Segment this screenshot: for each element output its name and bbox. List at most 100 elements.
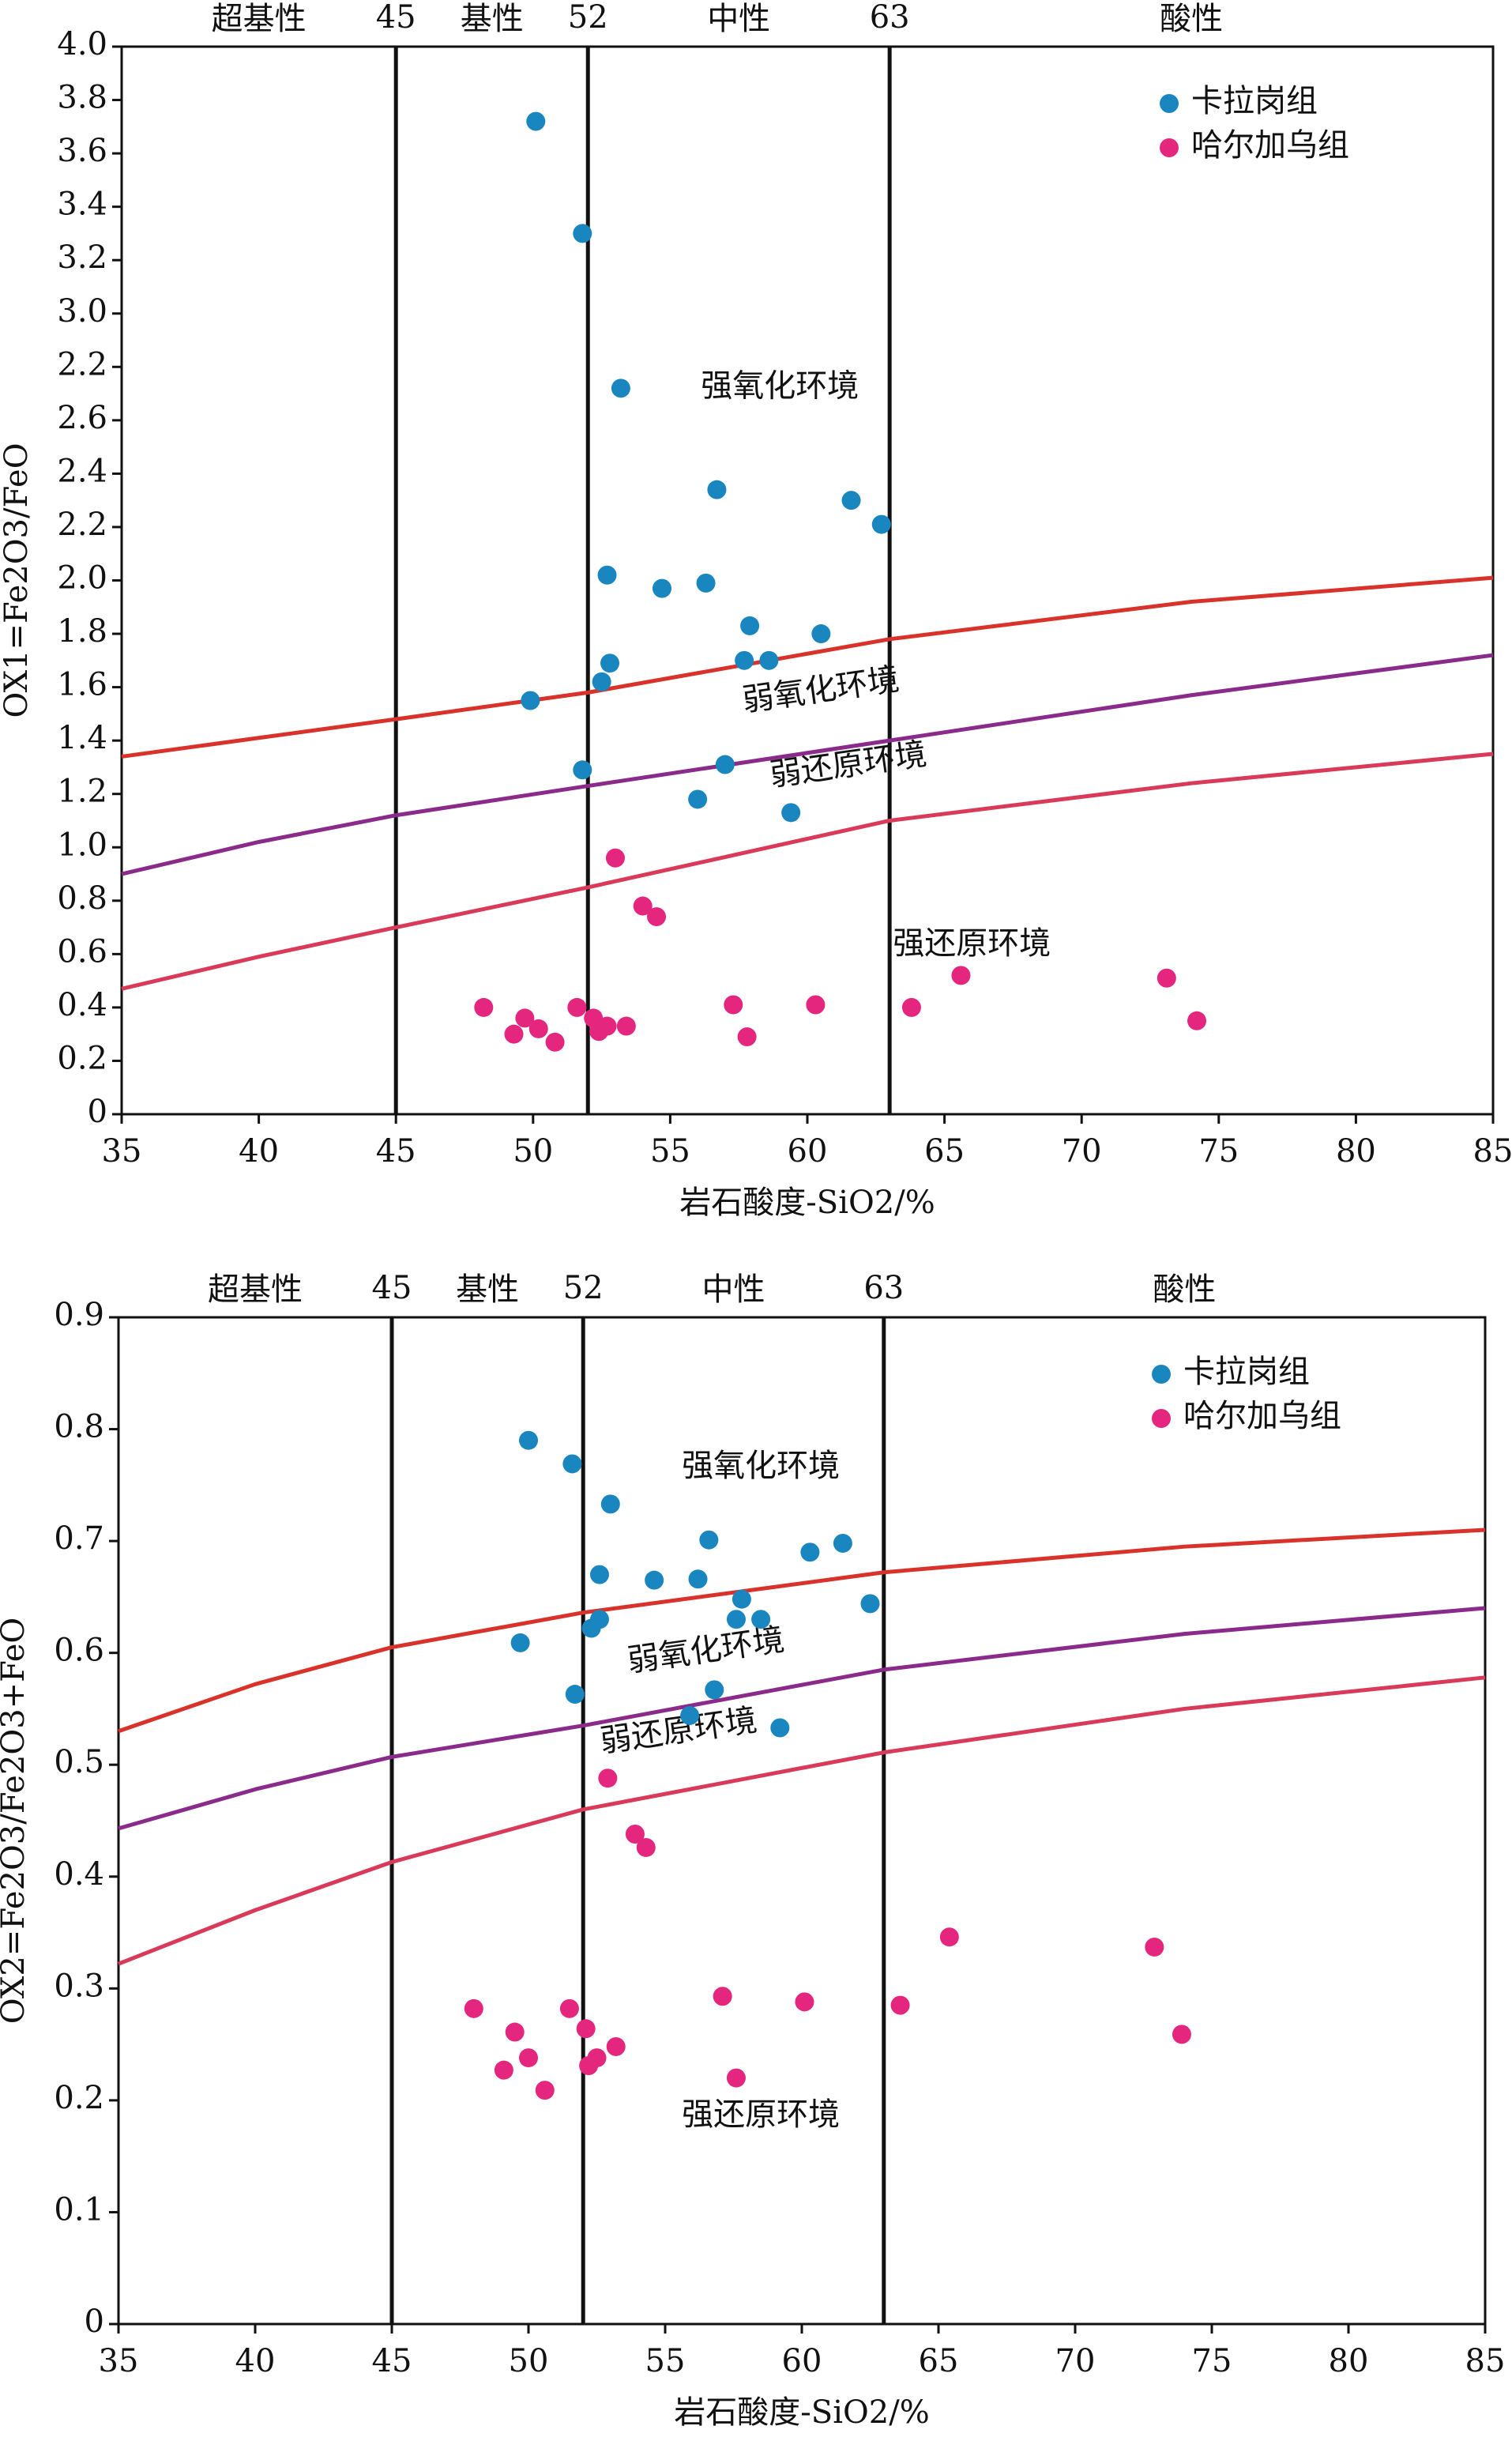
data-point — [707, 480, 727, 499]
y-tick-label: 0.4 — [57, 987, 107, 1023]
x-tick-label: 75 — [1198, 1133, 1239, 1170]
y-tick-label: 0.8 — [54, 1409, 104, 1445]
y-tick-label: 1.4 — [57, 720, 107, 756]
data-point — [581, 1618, 601, 1638]
region-label: 超基性 — [208, 1271, 303, 1308]
data-point — [526, 111, 546, 131]
y-axis-label: OX1=Fe2O3/FeO — [0, 443, 35, 718]
data-point — [652, 578, 671, 598]
zone-label: 强还原环境 — [893, 925, 1051, 962]
y-tick-label: 0.2 — [54, 2080, 104, 2116]
x-tick-label: 85 — [1465, 2343, 1506, 2379]
data-point — [587, 2048, 607, 2068]
x-tick-label: 70 — [1062, 1133, 1102, 1170]
x-axis-label: 岩石酸度-SiO2/% — [679, 1185, 935, 1221]
data-point — [811, 624, 831, 644]
data-point — [567, 997, 587, 1017]
x-tick-label: 65 — [924, 1133, 965, 1170]
data-point — [770, 1718, 790, 1738]
data-point — [521, 691, 540, 710]
region-label: 酸性 — [1160, 1, 1223, 37]
x-tick-label: 35 — [102, 1133, 142, 1170]
boundary-curve — [121, 653, 1494, 876]
data-point — [939, 1927, 959, 1947]
x-tick-label: 55 — [650, 1133, 690, 1170]
zone-label: 强氧化环境 — [701, 367, 859, 404]
data-point — [890, 1995, 910, 2015]
data-point — [598, 1769, 618, 1788]
region-label: 基性 — [461, 1, 524, 37]
y-tick-label: 1.2 — [57, 774, 107, 810]
y-tick-label: 0.7 — [54, 1520, 104, 1557]
data-point — [647, 907, 667, 927]
data-point — [696, 573, 716, 593]
region-label: 基性 — [456, 1271, 519, 1308]
x-tick-label: 35 — [99, 2343, 139, 2379]
y-tick-label: 1.6 — [57, 667, 107, 703]
y-tick-label: 3.4 — [57, 186, 107, 223]
data-point — [633, 896, 653, 916]
data-point — [535, 2081, 555, 2100]
y-tick-label: 1.0 — [57, 827, 107, 863]
data-point — [576, 2019, 596, 2039]
region-label: 中性 — [707, 1, 770, 37]
data-point — [494, 2060, 513, 2080]
data-point — [559, 1998, 579, 2018]
data-point — [699, 1530, 719, 1550]
zone-label: 弱氧化环境 — [625, 1622, 786, 1679]
y-tick-label: 0.9 — [54, 1297, 104, 1333]
legend-label: 卡拉岗组 — [1183, 1354, 1310, 1390]
data-point — [528, 1019, 548, 1038]
data-point — [688, 789, 708, 809]
boundary-label: 63 — [870, 0, 910, 36]
data-point — [737, 1027, 757, 1047]
data-point — [688, 1569, 708, 1589]
region-label: 中性 — [702, 1271, 765, 1308]
y-axis-label: OX2=Fe2O3/Fe2O3+FeO — [0, 1618, 32, 2024]
x-tick-label: 50 — [513, 1133, 553, 1170]
legend-marker — [1152, 1365, 1171, 1384]
data-point — [625, 1824, 645, 1844]
x-tick-label: 40 — [239, 1133, 279, 1170]
data-point — [505, 2022, 525, 2042]
data-point — [504, 1024, 524, 1044]
y-tick-label: 2.2 — [57, 507, 107, 543]
data-point — [715, 755, 735, 774]
data-point — [726, 2068, 746, 2088]
data-point — [606, 2036, 626, 2056]
data-point — [751, 1610, 771, 1629]
data-point — [515, 1008, 535, 1028]
x-tick-label: 60 — [788, 1133, 828, 1170]
data-point — [474, 997, 494, 1017]
data-point — [871, 514, 891, 534]
zone-label: 弱氧化环境 — [740, 661, 901, 719]
y-tick-label: 3.0 — [57, 293, 107, 330]
boundary-curve — [118, 1528, 1486, 1734]
y-tick-label: 2.4 — [57, 453, 107, 489]
x-tick-label: 80 — [1336, 1133, 1376, 1170]
zone-label: 强还原环境 — [682, 2096, 840, 2133]
data-point — [901, 997, 921, 1017]
x-tick-label: 75 — [1192, 2343, 1232, 2379]
region-label: 酸性 — [1153, 1271, 1216, 1308]
data-point — [1157, 968, 1176, 988]
data-point — [781, 803, 801, 823]
legend-label: 哈尔加乌组 — [1183, 1398, 1341, 1434]
x-tick-label: 45 — [376, 1133, 416, 1170]
data-point — [573, 224, 592, 243]
y-tick-label: 0.4 — [54, 1856, 104, 1893]
data-point — [600, 1494, 620, 1514]
data-point — [860, 1594, 880, 1614]
zone-label: 强氧化环境 — [682, 1448, 840, 1484]
data-point — [597, 565, 617, 585]
data-point — [740, 616, 760, 635]
data-point — [589, 1565, 609, 1584]
x-tick-label: 60 — [782, 2343, 822, 2379]
data-point — [565, 1685, 585, 1705]
boundary-curve — [121, 575, 1494, 759]
data-point — [1187, 1011, 1207, 1030]
x-tick-label: 55 — [645, 2343, 686, 2379]
zone-label: 弱还原环境 — [767, 736, 928, 793]
boundary-label: 45 — [372, 1270, 412, 1306]
